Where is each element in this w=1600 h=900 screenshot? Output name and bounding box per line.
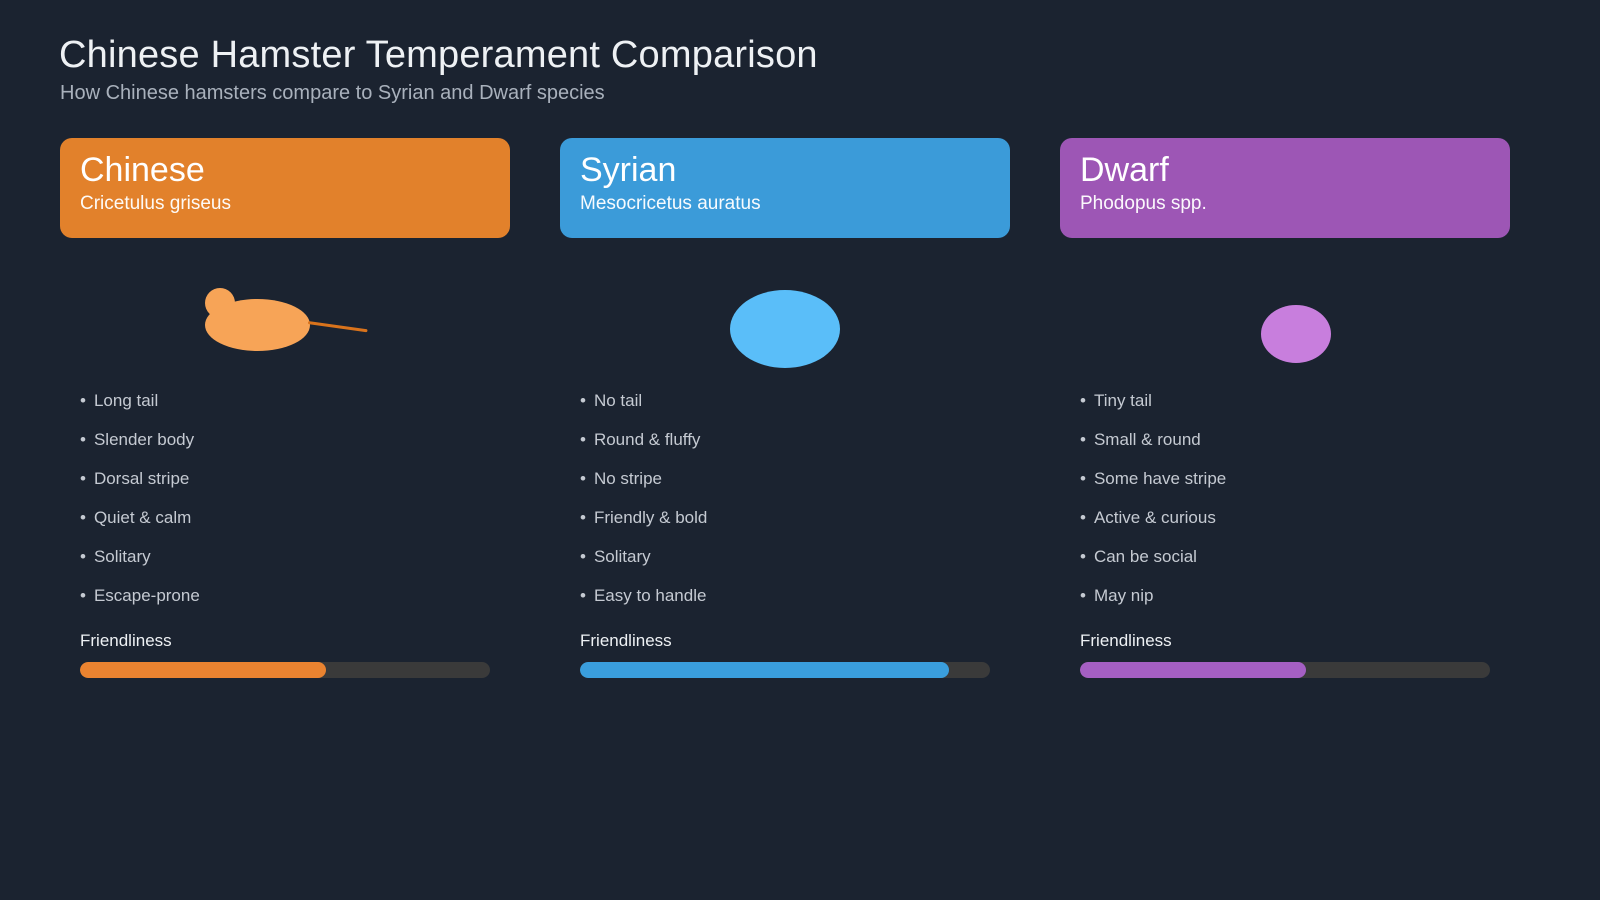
species-columns: Chinese Cricetulus griseus • Long tail • S… <box>60 138 1510 678</box>
hamster-tail <box>307 321 368 333</box>
trait-item: • Some have stripe <box>1080 469 1510 489</box>
chinese-hamster-illustration <box>60 238 510 383</box>
bullet-glyph: • <box>80 391 86 410</box>
friendliness-bar-fill <box>80 662 326 678</box>
page-title: Chinese Hamster Temperament Comparison <box>59 34 818 76</box>
dwarf-hamster-illustration <box>1060 238 1510 383</box>
friendliness-bar-fill <box>1080 662 1306 678</box>
trait-item: • Slender body <box>80 430 510 450</box>
trait-item: • Tiny tail <box>1080 391 1510 411</box>
syrian-card-header: Syrian Mesocricetus auratus <box>560 138 1010 238</box>
friendliness-bar-track <box>580 662 990 678</box>
column-chinese: Chinese Cricetulus griseus • Long tail • S… <box>60 138 510 678</box>
trait-item: • Solitary <box>80 547 510 567</box>
trait-text: Can be social <box>1093 547 1197 566</box>
trait-item: • No tail <box>580 391 1010 411</box>
dwarf-species: Phodopus spp. <box>1080 193 1207 215</box>
trait-item: • Small & round <box>1080 430 1510 450</box>
dwarf-card-header: Dwarf Phodopus spp. <box>1060 138 1510 238</box>
trait-text: Dorsal stripe <box>93 469 190 488</box>
bullet-glyph: • <box>80 547 86 566</box>
trait-item: • Dorsal stripe <box>80 469 510 489</box>
trait-item: • Friendly & bold <box>580 508 1010 528</box>
trait-text: Small & round <box>1093 430 1201 449</box>
trait-text: Slender body <box>93 430 195 449</box>
bullet-glyph: • <box>1080 469 1086 488</box>
syrian-hamster-illustration <box>560 238 1010 383</box>
dwarf-name: Dwarf <box>1080 151 1169 189</box>
syrian-name: Syrian <box>580 151 677 189</box>
friendliness-label: Friendliness <box>1080 631 1172 650</box>
bullet-glyph: • <box>80 430 86 449</box>
trait-item: • No stripe <box>580 469 1010 489</box>
trait-text: Round & fluffy <box>593 430 701 449</box>
bullet-glyph: • <box>580 547 586 566</box>
bullet-glyph: • <box>80 586 86 605</box>
hamster-body <box>730 290 840 368</box>
trait-text: May nip <box>1093 586 1154 605</box>
trait-item: • Active & curious <box>1080 508 1510 528</box>
bullet-glyph: • <box>580 469 586 488</box>
trait-text: No stripe <box>593 469 662 488</box>
bullet-glyph: • <box>1080 430 1086 449</box>
chinese-species: Cricetulus griseus <box>80 193 231 215</box>
trait-text: Tiny tail <box>1093 391 1152 410</box>
syrian-species: Mesocricetus auratus <box>580 193 761 215</box>
friendliness-label: Friendliness <box>80 631 172 650</box>
trait-item: • Can be social <box>1080 547 1510 567</box>
column-syrian: Syrian Mesocricetus auratus • No tail • Ro… <box>560 138 1010 678</box>
bullet-glyph: • <box>80 469 86 488</box>
trait-item: • Escape-prone <box>80 586 510 606</box>
trait-item: • May nip <box>1080 586 1510 606</box>
syrian-trait-list: • No tail • Round & fluffy • No stripe • Fri… <box>560 391 1010 606</box>
page-subtitle: How Chinese hamsters compare to Syrian a… <box>60 82 605 104</box>
friendliness-label: Friendliness <box>580 631 672 650</box>
bullet-glyph: • <box>80 508 86 527</box>
bullet-glyph: • <box>580 508 586 527</box>
trait-item: • Quiet & calm <box>80 508 510 528</box>
friendliness-bar-track <box>80 662 490 678</box>
trait-text: No tail <box>593 391 643 410</box>
dwarf-trait-list: • Tiny tail • Small & round • Some have str… <box>1060 391 1510 606</box>
trait-text: Quiet & calm <box>93 508 192 527</box>
chinese-trait-list: • Long tail • Slender body • Dorsal stripe … <box>60 391 510 606</box>
bullet-glyph: • <box>580 391 586 410</box>
trait-text: Escape-prone <box>93 586 200 605</box>
bullet-glyph: • <box>1080 586 1086 605</box>
hamster-body <box>205 299 310 351</box>
trait-text: Active & curious <box>1093 508 1216 527</box>
trait-text: Easy to handle <box>593 586 707 605</box>
bullet-glyph: • <box>1080 547 1086 566</box>
trait-item: • Solitary <box>580 547 1010 567</box>
column-dwarf: Dwarf Phodopus spp. • Tiny tail • Small & … <box>1060 138 1510 678</box>
bullet-glyph: • <box>1080 391 1086 410</box>
trait-item: • Round & fluffy <box>580 430 1010 450</box>
trait-text: Friendly & bold <box>593 508 708 527</box>
chinese-name: Chinese <box>80 151 205 189</box>
bullet-glyph: • <box>580 430 586 449</box>
friendliness-bar-fill <box>580 662 949 678</box>
trait-text: Solitary <box>593 547 651 566</box>
trait-item: • Long tail <box>80 391 510 411</box>
bullet-glyph: • <box>1080 508 1086 527</box>
hamster-body <box>1261 305 1331 363</box>
chinese-card-header: Chinese Cricetulus griseus <box>60 138 510 238</box>
bullet-glyph: • <box>580 586 586 605</box>
trait-text: Long tail <box>93 391 159 410</box>
trait-text: Some have stripe <box>1093 469 1227 488</box>
trait-text: Solitary <box>93 547 151 566</box>
friendliness-bar-track <box>1080 662 1490 678</box>
trait-item: • Easy to handle <box>580 586 1010 606</box>
